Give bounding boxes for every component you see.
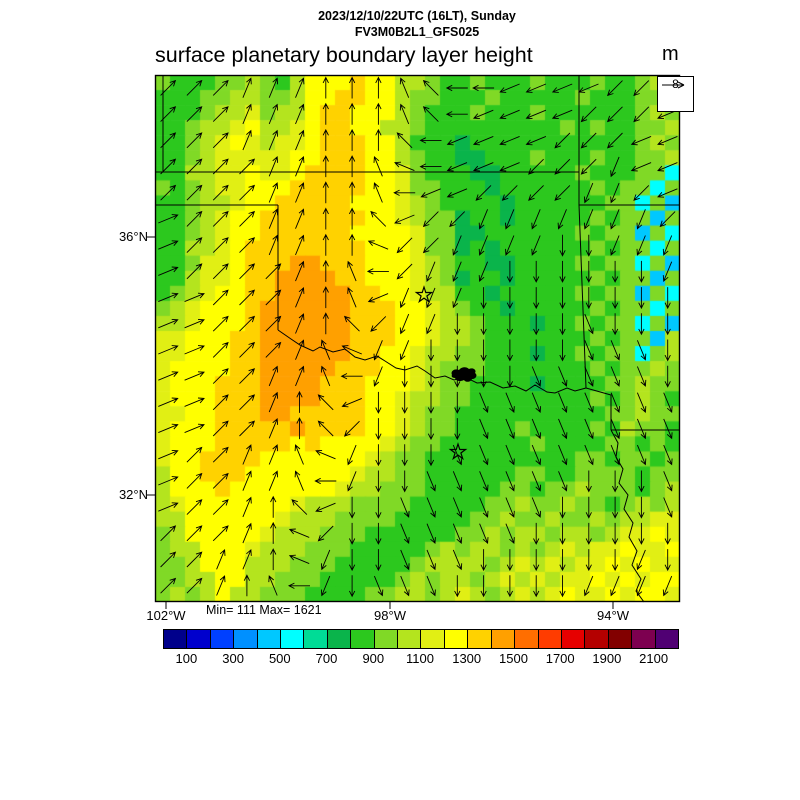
map-frame [154, 74, 681, 603]
colorbar-segment [561, 630, 586, 648]
unit-label: m [662, 43, 679, 65]
colorbar-segment [187, 630, 211, 648]
colorbar-segment [374, 630, 399, 648]
colorbar-segment [210, 630, 235, 648]
model-id-header: FV3M0B2L1_GFS025 [354, 25, 480, 39]
colorbar-tick-label: 100 [175, 651, 198, 666]
colorbar-tick-label: 1900 [592, 651, 622, 666]
colorbar-tick-label: 300 [222, 651, 244, 666]
colorbar-segment [538, 630, 562, 648]
colorbar-segment [421, 630, 445, 648]
city-star-marker [448, 442, 468, 461]
colorbar-segment [468, 630, 492, 648]
colorbar-segment [234, 630, 258, 648]
colorbar-segment [164, 630, 188, 648]
axis-ticks [147, 236, 614, 609]
colorbar-segment [304, 630, 328, 648]
wind-reference-value: 8 [672, 77, 679, 91]
colorbar-tick-label: 1700 [545, 651, 575, 666]
lon-tick-label: 98°W [374, 608, 406, 623]
colorbar-tick-label: 1300 [452, 651, 482, 666]
colorbar-segment [632, 630, 656, 648]
lon-tick-label: 102°W [146, 608, 186, 623]
lat-tick-label: 32°N [118, 487, 148, 502]
colorbar-tick-label: 1500 [499, 651, 528, 666]
colorbar-tick-label: 1100 [406, 651, 434, 666]
lat-tick-label: 36°N [118, 229, 148, 244]
colorbar-segment [257, 630, 282, 648]
map-area: 8 [147, 74, 694, 609]
colorbar-segment [327, 630, 352, 648]
minmax-label: Min= 111 Max= 1621 [206, 603, 322, 617]
wind-arrow-layer [158, 76, 678, 598]
lon-tick-label: 94°W [597, 608, 629, 623]
wind-reference-box: 8 [657, 76, 694, 112]
colorbar-segment [351, 630, 375, 648]
city-star-marker [414, 285, 434, 304]
colorbar-segment [585, 630, 609, 648]
colorbar-segment [281, 630, 305, 648]
colorbar-segment [398, 630, 422, 648]
state-border-lines [155, 75, 680, 431]
colorbar [163, 629, 679, 649]
colorbar-segment [655, 630, 678, 648]
colorbar-tick-label: 900 [362, 651, 385, 666]
state-borders [155, 75, 680, 603]
wind-arrow-field [158, 76, 678, 598]
colorbar-segment [608, 630, 633, 648]
colorbar-tick-label: 500 [268, 651, 291, 666]
lake-blob-marker [451, 367, 477, 382]
colorbar-labels: 100 300 500 700 900 1100 1300 1500 1700 1900 2100 [163, 651, 677, 667]
colorbar-segment [491, 630, 516, 648]
colorbar-segment [444, 630, 469, 648]
run-datetime-header: 2023/12/10/22UTC (16LT), Sunday [318, 9, 516, 23]
map-markers [414, 285, 477, 461]
colorbar-tick-label: 2100 [639, 651, 669, 666]
red-river-border [277, 329, 587, 394]
colorbar-segment [515, 630, 539, 648]
map-overlay [147, 74, 681, 609]
plot-title: surface planetary boundary layer height [155, 43, 533, 67]
wind-reference-arrow [662, 81, 685, 89]
colorbar-tick-label: 700 [315, 651, 338, 666]
